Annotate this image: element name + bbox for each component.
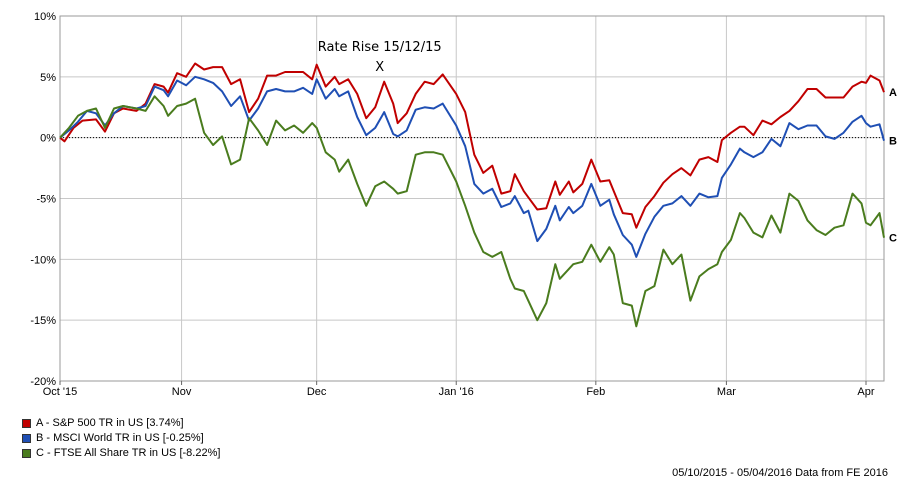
- x-tick-label: Oct '15: [43, 386, 78, 398]
- legend-item-a: A - S&P 500 TR in US [3.74%]: [22, 416, 220, 431]
- legend-label-c: C - FTSE All Share TR in US [-8.22%]: [36, 447, 221, 459]
- x-axis: Oct '15 Nov Dec Jan '16 Feb Mar Apr: [43, 381, 875, 398]
- legend: A - S&P 500 TR in US [3.74%] B - MSCI Wo…: [22, 416, 220, 461]
- series-end-labels: A B C: [889, 87, 897, 245]
- y-tick-label: -5%: [36, 194, 56, 206]
- legend-item-c: C - FTSE All Share TR in US [-8.22%]: [22, 446, 220, 461]
- y-tick-label: -15%: [30, 315, 56, 327]
- series-line-b: [59, 75, 885, 258]
- source-note: 05/10/2015 - 05/04/2016 Data from FE 201…: [672, 467, 888, 479]
- y-tick-label: 5%: [40, 72, 56, 84]
- annotation-marker: X: [375, 60, 384, 75]
- x-tick-label: Dec: [307, 386, 327, 398]
- legend-swatch-a: [22, 419, 31, 428]
- x-tick-label: Mar: [717, 386, 736, 398]
- series-line-a: [59, 62, 885, 229]
- x-tick-label: Feb: [586, 386, 605, 398]
- series-end-label-b: B: [889, 136, 897, 148]
- y-tick-label: 0%: [40, 133, 56, 145]
- legend-label-b: B - MSCI World TR in US [-0.25%]: [36, 432, 204, 444]
- legend-item-b: B - MSCI World TR in US [-0.25%]: [22, 431, 220, 446]
- series-layer: [59, 62, 885, 328]
- series-end-label-a: A: [889, 87, 897, 99]
- series-line-c: [59, 95, 885, 328]
- annotation-text: Rate Rise 15/12/15: [318, 40, 442, 55]
- line-chart: 10% 5% 0% -5% -10% -15% -20% Oct '15 Nov Dec Jan …: [30, 11, 897, 398]
- x-tick-label: Jan '16: [439, 386, 474, 398]
- x-tick-label: Nov: [172, 386, 192, 398]
- y-tick-label: -20%: [30, 376, 56, 388]
- plot-frame: [59, 15, 885, 382]
- legend-label-a: A - S&P 500 TR in US [3.74%]: [36, 417, 184, 429]
- gridlines: [59, 15, 884, 382]
- y-tick-label: -10%: [30, 254, 56, 266]
- y-axis: 10% 5% 0% -5% -10% -15% -20%: [30, 11, 56, 388]
- y-tick-label: 10%: [34, 11, 56, 23]
- x-tick-label: Apr: [857, 386, 874, 398]
- series-end-label-c: C: [889, 233, 897, 245]
- legend-swatch-c: [22, 449, 31, 458]
- legend-swatch-b: [22, 434, 31, 443]
